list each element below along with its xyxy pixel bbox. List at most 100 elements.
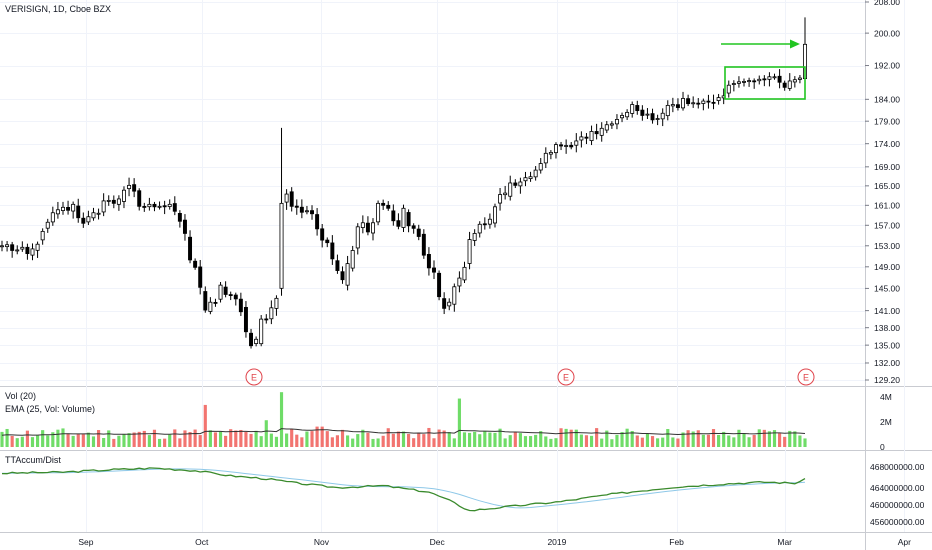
volume-bar bbox=[36, 435, 40, 447]
candle-up bbox=[508, 182, 513, 197]
volume-bar bbox=[600, 438, 604, 447]
volume-bar bbox=[218, 431, 223, 447]
candle-up bbox=[523, 177, 528, 182]
candle-down bbox=[559, 144, 564, 147]
consolidation-box bbox=[724, 66, 806, 100]
candle-down bbox=[223, 286, 228, 295]
candle-down bbox=[381, 202, 386, 206]
time-tick-label: Feb bbox=[669, 537, 684, 547]
volume-bar bbox=[188, 432, 192, 447]
volume-tick-label: 2M bbox=[880, 417, 892, 427]
candle-up bbox=[401, 207, 406, 228]
accum-tick-label: 456000000.00 bbox=[870, 517, 925, 527]
price-tick-label: 208.00 bbox=[874, 0, 900, 7]
volume-bar bbox=[762, 429, 766, 447]
candle-up bbox=[736, 81, 741, 84]
candle-up bbox=[625, 111, 630, 118]
candle-down bbox=[426, 254, 431, 269]
candle-down bbox=[182, 219, 187, 234]
candle-down bbox=[335, 260, 340, 271]
candle-up bbox=[472, 233, 477, 241]
candle-up bbox=[716, 97, 721, 101]
volume-bar bbox=[772, 430, 777, 447]
volume-bar bbox=[61, 428, 65, 447]
candle-up bbox=[655, 118, 660, 120]
volume-bar bbox=[132, 432, 136, 447]
earnings-label: E bbox=[803, 373, 809, 383]
candle-up bbox=[604, 124, 609, 131]
candle-up bbox=[30, 248, 35, 256]
price-tick-label: 174.00 bbox=[874, 139, 900, 149]
volume-bar bbox=[208, 430, 212, 447]
volume-bar bbox=[127, 433, 131, 447]
volume-bar bbox=[595, 428, 599, 447]
candle-down bbox=[25, 246, 30, 255]
candle-down bbox=[76, 205, 81, 219]
volume-bar bbox=[671, 437, 675, 447]
volume-bar bbox=[661, 437, 665, 447]
volume-bar bbox=[335, 435, 340, 447]
volume-bar bbox=[173, 429, 177, 447]
time-tick-label: Apr bbox=[898, 537, 911, 547]
price-tick-label: 200.00 bbox=[874, 28, 900, 38]
price-tick-label: 161.00 bbox=[874, 201, 900, 211]
accum-line bbox=[1, 467, 806, 512]
candle-down bbox=[198, 266, 203, 288]
candle-up bbox=[787, 80, 792, 89]
volume-bar bbox=[503, 438, 507, 447]
candle-down bbox=[640, 109, 645, 116]
candle-down bbox=[162, 205, 167, 208]
volume-bar bbox=[107, 430, 111, 447]
volume-bar bbox=[417, 432, 421, 447]
volume-bar bbox=[407, 433, 411, 447]
volume-bar bbox=[244, 432, 248, 447]
volume-axis: 4M 2M 0 bbox=[880, 392, 892, 452]
candle-up bbox=[40, 230, 45, 241]
candle-up bbox=[167, 203, 172, 207]
candle-up bbox=[457, 277, 462, 287]
candle-up bbox=[15, 249, 20, 252]
volume-bar bbox=[788, 430, 792, 447]
candle-up bbox=[503, 192, 508, 196]
candle-down bbox=[320, 228, 325, 241]
candle-down bbox=[686, 98, 691, 105]
candle-up bbox=[71, 203, 76, 212]
candle-down bbox=[482, 223, 487, 226]
volume-bar bbox=[437, 429, 441, 447]
candle-down bbox=[188, 236, 193, 261]
earnings-icon bbox=[557, 368, 575, 386]
volume-bar bbox=[457, 398, 461, 447]
candle-up bbox=[797, 77, 802, 80]
volume-bar bbox=[803, 438, 807, 447]
time-tick-label: Sep bbox=[78, 537, 93, 547]
volume-bar bbox=[325, 431, 329, 447]
volume-bar bbox=[396, 431, 400, 447]
candle-up bbox=[792, 79, 797, 83]
volume-bar bbox=[747, 437, 751, 447]
volume-bar bbox=[681, 432, 685, 447]
volume-bar bbox=[66, 433, 70, 447]
candle-up bbox=[208, 301, 213, 312]
volume-bar bbox=[666, 428, 670, 447]
volume-series bbox=[0, 392, 807, 447]
candle-up bbox=[304, 210, 309, 213]
ema-label: EMA (25, Vol: Volume) bbox=[5, 404, 96, 414]
candle-up bbox=[462, 266, 467, 281]
volume-bar bbox=[376, 438, 380, 447]
candle-up bbox=[157, 205, 162, 208]
volume-bar bbox=[523, 436, 528, 447]
candle-down bbox=[325, 239, 330, 244]
volume-label: Vol (20) bbox=[5, 391, 37, 401]
candle-down bbox=[81, 217, 86, 224]
candle-up bbox=[533, 169, 538, 178]
candle-down bbox=[264, 318, 269, 321]
volume-bar bbox=[76, 434, 80, 447]
candle-up bbox=[121, 189, 126, 202]
candle-down bbox=[706, 100, 711, 103]
volume-bar bbox=[427, 427, 431, 447]
volume-bar bbox=[742, 433, 746, 447]
candle-up bbox=[599, 127, 604, 136]
volume-bar bbox=[229, 429, 233, 447]
volume-bar bbox=[462, 432, 467, 447]
volume-bar bbox=[579, 434, 583, 447]
